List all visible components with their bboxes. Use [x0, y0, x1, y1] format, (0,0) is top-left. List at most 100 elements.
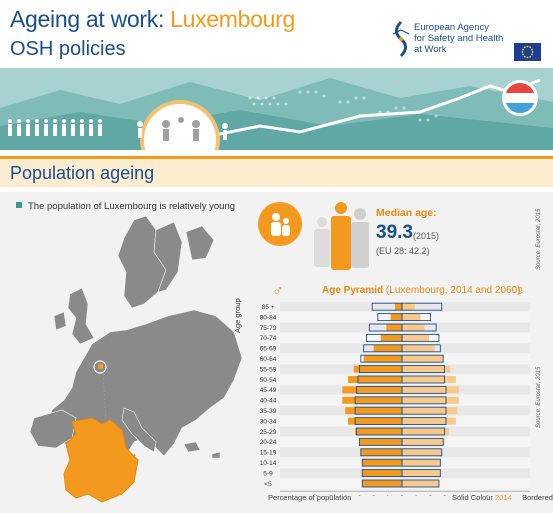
bar-2014-male — [348, 417, 402, 425]
bar-2014-male — [342, 396, 402, 404]
bar-2060-female — [401, 354, 444, 363]
median-age-year: (2015) — [413, 231, 440, 241]
agency-name: European Agency for Safety and Health at… — [414, 22, 504, 55]
bar-2060-female — [401, 427, 446, 436]
intro-label: The population of Luxembourg is relative… — [28, 201, 236, 212]
bar-2060-female — [401, 458, 441, 467]
bar-2014-female — [402, 459, 441, 467]
x-tick-label: 3 — [443, 495, 447, 496]
bar-2060-female — [401, 417, 447, 426]
bar-2014-female — [402, 324, 425, 331]
agency-line-1: European Agency — [414, 22, 490, 33]
x-tick-label: 6 — [485, 495, 489, 496]
median-source-text: Source: Eurostat, 2015 — [536, 208, 542, 270]
bar-2060-female — [401, 385, 447, 394]
bar-2060-female — [401, 333, 440, 342]
pyramid-y-axis-title: Age group — [233, 298, 242, 333]
x-tick-label: 2 — [429, 495, 433, 496]
x-tick-label: 1 — [386, 495, 390, 496]
bar-2014-male — [359, 438, 402, 446]
intro-text: The population of Luxembourg is relative… — [16, 201, 235, 212]
age-group-tick-label: 10-14 — [260, 460, 277, 467]
female-icon: ♀ — [514, 283, 526, 300]
bar-2014-male — [355, 428, 402, 435]
bar-2014-male — [390, 313, 402, 321]
page-title: Ageing at work: Luxembourg — [10, 6, 295, 33]
age-group-tick-label: <5 — [264, 481, 272, 488]
x-tick-label: 0 — [400, 495, 404, 496]
age-group-tick-label: 55-59 — [260, 366, 277, 373]
age-group-tick-label: 60-64 — [260, 356, 277, 363]
median-source-note: Source: Eurostat, 2015 — [536, 208, 542, 270]
age-group-tick-label: 20-24 — [260, 439, 277, 446]
age-group-tick-label: 5-9 — [263, 470, 273, 477]
bar-2014-male — [363, 355, 402, 363]
bar-2014-female — [402, 469, 441, 477]
bar-2014-female — [402, 376, 456, 383]
pyramid-legend: Solid Colour 2014 Bordered 2060 — [452, 493, 553, 502]
bar-2014-female — [402, 448, 442, 456]
age-group-tick-label: 65-69 — [260, 346, 277, 353]
bar-2014-male — [348, 376, 402, 383]
bar-2014-female — [402, 407, 458, 415]
bar-2014-male — [342, 386, 402, 394]
age-group-label: Age group — [233, 298, 242, 333]
pyramid-source-text: Source: Eurostat, 2015 — [536, 366, 542, 428]
section-title: Population ageing — [10, 163, 155, 183]
section-header-bar — [0, 156, 553, 187]
age-group-tick-label: 50-54 — [260, 377, 277, 384]
bar-2014-male — [362, 459, 402, 467]
bar-2060-female — [401, 323, 437, 332]
bullet-icon — [16, 202, 22, 208]
x-tick-label: 3 — [358, 495, 362, 496]
bar-2060-female — [401, 469, 441, 478]
bar-2014-female — [402, 355, 444, 363]
bar-2014-male — [386, 324, 402, 331]
bar-2060-female — [401, 396, 447, 405]
agency-line-2: for Safety and Health — [414, 33, 504, 44]
bar-2014-female — [402, 303, 415, 311]
bar-2014-male — [362, 480, 402, 487]
bar-2014-male — [362, 469, 402, 477]
bar-2060-female — [401, 437, 444, 446]
bar-2060-female — [401, 479, 440, 488]
age-group-tick-label: 35-39 — [260, 408, 277, 415]
bar-2014-male — [380, 334, 402, 342]
x-tick-label: 4 — [457, 495, 461, 496]
bar-2014-female — [402, 365, 451, 373]
pyramid-title-main: Age Pyramid — [322, 285, 384, 296]
age-group-tick-label: 30-34 — [260, 418, 277, 425]
agency-logo-icon — [392, 20, 410, 58]
bar-2060-female — [401, 375, 446, 384]
median-age-value: 39.3 — [376, 222, 413, 243]
age-group-tick-label: 85 + — [262, 304, 275, 311]
age-group-tick-label: 75-79 — [260, 325, 277, 332]
x-tick-label: 1 — [414, 495, 418, 496]
page-subtitle: OSH policies — [10, 38, 126, 60]
age-group-tick-label: 80-84 — [260, 314, 277, 321]
bar-2060-female — [401, 344, 441, 353]
bar-2060-female — [401, 313, 431, 322]
bar-2014-female — [402, 344, 435, 352]
bar-2014-male — [373, 344, 402, 352]
age-group-tick-label: 45-49 — [260, 387, 277, 394]
legend-solid-year: 2014 — [494, 493, 512, 502]
bar-2014-female — [402, 396, 459, 404]
agency-line-3: at Work — [414, 44, 447, 55]
pyramid-x-axis-title: Percentage of population — [268, 493, 352, 502]
median-age-label: Median age: — [376, 207, 437, 219]
bar-2014-female — [402, 313, 421, 321]
median-age-figures-icon — [314, 202, 369, 270]
pyramid-title-sub: (Luxembourg, 2014 and 2060): — [385, 285, 524, 296]
legend-border-label: Bordered — [522, 493, 553, 502]
male-icon: ♂ — [272, 283, 284, 300]
bar-2014-male — [353, 365, 402, 373]
bar-2014-female — [402, 438, 445, 446]
header-banner — [0, 68, 553, 150]
bar-2014-male — [345, 407, 402, 415]
median-age-eu: (EU 28: 42.2) — [376, 246, 430, 256]
bar-2014-female — [402, 386, 459, 394]
bar-2060-female — [401, 302, 443, 311]
bar-2060-female — [401, 365, 446, 374]
x-tick-label: 4 — [343, 495, 347, 496]
